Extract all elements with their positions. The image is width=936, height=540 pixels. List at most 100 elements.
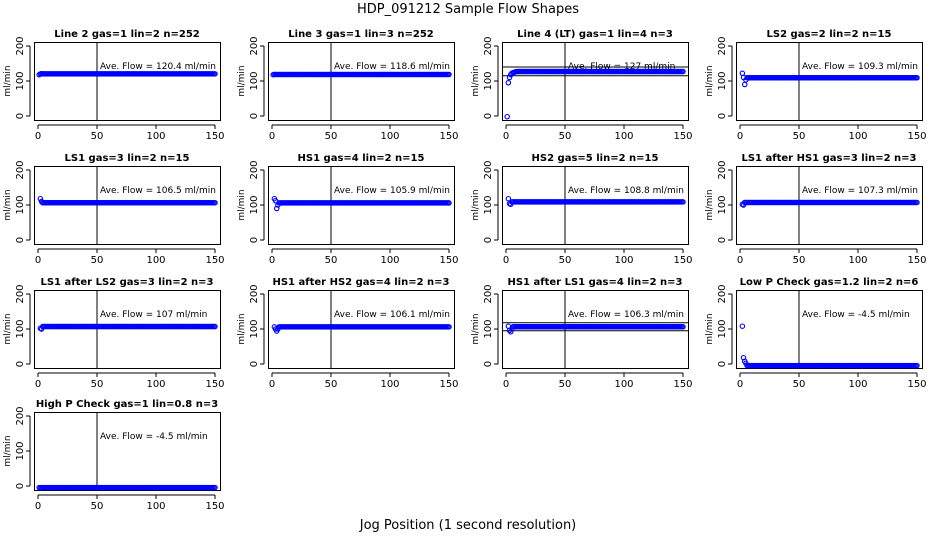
x-tick-label: 0 [503, 379, 509, 390]
y-axis-label: ml/min [237, 65, 247, 96]
y-tick-label: 200 [717, 160, 728, 179]
x-tick-label: 0 [737, 255, 743, 266]
data-point [680, 68, 686, 75]
y-tick-label: 100 [249, 195, 260, 214]
y-axis-label: ml/min [471, 65, 481, 96]
x-tick-label: 50 [793, 131, 806, 142]
x-tick-label: 0 [35, 379, 41, 390]
data-point [680, 199, 686, 205]
y-tick-label: 100 [15, 71, 26, 90]
x-tick-label: 150 [907, 255, 926, 266]
y-tick-label: 0 [717, 237, 728, 243]
data-point [914, 199, 920, 206]
data-point [507, 329, 514, 335]
plot-frame [502, 42, 689, 121]
ave-flow-annotation: Ave. Flow = 118.6 ml/min [334, 62, 450, 72]
panel-1: Line 2 gas=1 lin=2 n=252 0 50 100 150 0 100 200… [3, 29, 225, 142]
data-point [680, 324, 686, 330]
ave-flow-annotation: Ave. Flow = -4.5 ml/min [802, 310, 910, 320]
y-axis-label: ml/min [705, 313, 715, 344]
x-tick-label: 50 [793, 379, 806, 390]
data-point [446, 324, 452, 330]
x-tick-label: 50 [91, 379, 104, 390]
data-point [37, 195, 44, 202]
y-tick-label: 100 [717, 319, 728, 338]
ave-flow-annotation: Ave. Flow = 106.1 ml/min [334, 310, 450, 320]
y-tick-label: 100 [717, 195, 728, 214]
x-tick-label: 50 [559, 131, 572, 142]
panel-12: Low P Check gas=1.2 lin=2 n=6 0 50 100 150 0 1… [705, 277, 927, 390]
panel-6: HS1 gas=4 lin=2 n=15 0 50 100 150 0 100 200ml/m… [237, 153, 459, 266]
x-tick-label: 100 [146, 255, 165, 266]
x-tick-label: 50 [91, 131, 104, 142]
x-tick-label: 150 [439, 131, 458, 142]
x-tick-label: 0 [35, 131, 41, 142]
y-tick-label: 200 [483, 284, 494, 303]
data-series [271, 324, 452, 334]
data-point [741, 81, 748, 88]
data-series [739, 70, 920, 88]
data-point [212, 199, 218, 206]
y-tick-label: 200 [15, 36, 26, 55]
y-axis-label: ml/min [471, 189, 481, 220]
y-tick-label: 0 [15, 361, 26, 367]
panel-7: HS2 gas=5 lin=2 n=15 0 50 100 150 0 100 200ml/m… [471, 153, 693, 266]
ave-flow-annotation: Ave. Flow = -4.5 ml/min [100, 432, 208, 442]
x-tick-label: 0 [737, 379, 743, 390]
ave-flow-annotation: Ave. Flow = 107 ml/min [100, 310, 207, 320]
y-tick-label: 200 [15, 406, 26, 425]
y-tick-label: 100 [483, 319, 494, 338]
y-tick-label: 100 [15, 195, 26, 214]
y-tick-label: 200 [483, 36, 494, 55]
y-axis-label: ml/min [3, 435, 13, 466]
plot-frame [34, 290, 221, 369]
ave-flow-annotation: Ave. Flow = 107.3 ml/min [802, 186, 918, 196]
data-series [36, 70, 218, 78]
data-point [505, 195, 512, 202]
plot-frame [736, 166, 923, 245]
x-tick-label: 0 [503, 131, 509, 142]
x-tick-label: 150 [673, 131, 692, 142]
panel-4: LS2 gas=2 lin=2 n=15 0 50 100 150 0 100 200ml/m… [705, 29, 927, 142]
data-point [212, 71, 218, 77]
data-point [212, 484, 218, 491]
panel-2: Line 3 gas=1 lin=3 n=252 0 50 100 150 0 100 200… [237, 29, 459, 142]
plot-frame [502, 290, 689, 369]
y-axis-label: ml/min [705, 189, 715, 220]
x-tick-label: 100 [146, 131, 165, 142]
panel-8: LS1 after HS1 gas=3 lin=2 n=3 0 50 100 150 0 1… [705, 153, 927, 266]
y-axis-label: ml/min [471, 313, 481, 344]
y-tick-label: 200 [717, 36, 728, 55]
data-series [37, 323, 218, 332]
x-tick-label: 50 [559, 255, 572, 266]
panel-9: LS1 after LS2 gas=3 lin=2 n=3 0 50 100 150 0 1… [3, 277, 225, 390]
x-tick-label: 100 [614, 131, 633, 142]
data-point [914, 74, 920, 81]
y-tick-label: 100 [717, 71, 728, 90]
panel-10: HS1 after HS2 gas=4 lin=2 n=3 0 50 100 150 0 1… [237, 277, 459, 390]
x-tick-label: 50 [325, 255, 338, 266]
panel-title: Line 4 (LT) gas=1 lin=4 n=3 [517, 29, 673, 40]
figure-x-axis-label: Jog Position (1 second resolution) [359, 518, 577, 533]
panel-title: HS1 after HS2 gas=4 lin=2 n=3 [272, 277, 449, 288]
x-tick-label: 150 [439, 379, 458, 390]
plot-frame [268, 166, 455, 245]
y-axis-label: ml/min [705, 65, 715, 96]
data-series [504, 68, 686, 120]
data-series [739, 199, 920, 208]
x-tick-label: 0 [269, 255, 275, 266]
panel-11: HS1 after LS1 gas=4 lin=2 n=3 0 50 100 150 0 1… [471, 277, 693, 390]
y-tick-label: 0 [15, 237, 26, 243]
x-tick-label: 150 [673, 255, 692, 266]
plot-frame [34, 166, 221, 245]
y-tick-label: 0 [717, 113, 728, 119]
data-series [270, 71, 452, 78]
y-tick-label: 200 [249, 160, 260, 179]
x-tick-label: 100 [848, 379, 867, 390]
panel-title: LS2 gas=2 lin=2 n=15 [767, 29, 892, 40]
y-tick-label: 0 [249, 113, 260, 119]
y-tick-label: 0 [249, 237, 260, 243]
y-tick-label: 0 [15, 483, 26, 489]
x-tick-label: 0 [269, 379, 275, 390]
